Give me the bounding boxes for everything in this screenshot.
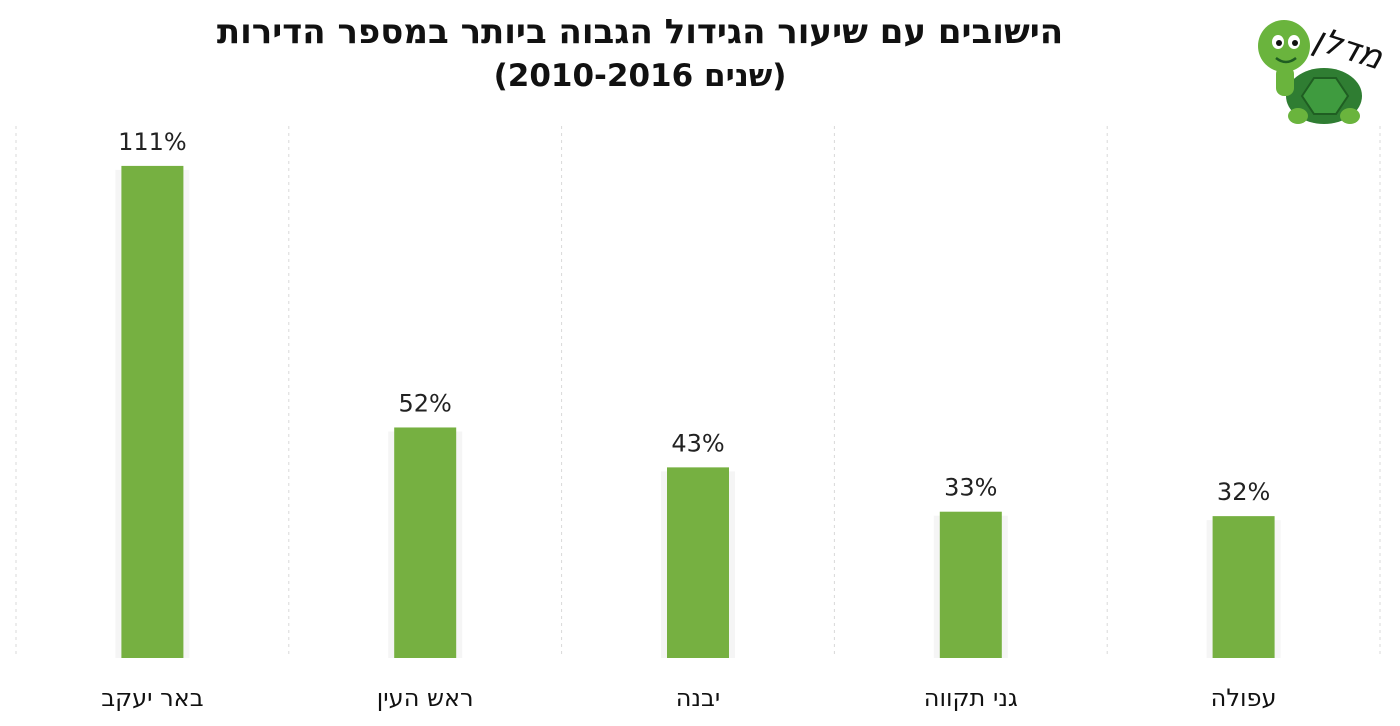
data-label: 33% [944, 474, 997, 502]
logo-turtle-pupil [1292, 40, 1298, 46]
bar-layer [115, 165, 1281, 658]
logo-turtle-leg [1288, 108, 1308, 124]
category-label: גני תקווה [924, 684, 1018, 712]
category-label: באר יעקב [101, 684, 203, 712]
data-label: 43% [671, 429, 724, 457]
logo-turtle-leg [1340, 108, 1360, 124]
logo-turtle-smile [1275, 56, 1297, 64]
bar [667, 467, 729, 658]
chart-title: הישובים עם שיעור הגידול הגבוה ביותר במספ… [216, 12, 1064, 52]
label-layer: 111% באר יעקב 52% ראש העין 43% יבנה 33% גני תקו… [101, 128, 1276, 712]
logo-turtle-neck [1276, 66, 1294, 96]
data-label: 32% [1217, 478, 1270, 506]
bar [1212, 516, 1275, 658]
category-label: ראש העין [377, 684, 474, 712]
logo-turtle-pupil [1276, 40, 1282, 46]
madlan-logo: מדלן [1258, 18, 1388, 124]
logo-turtle-head [1258, 20, 1310, 72]
bar [121, 165, 184, 658]
data-label: 52% [399, 389, 452, 417]
logo-turtle-shell-pattern [1300, 77, 1350, 115]
grid-layer [15, 126, 1381, 658]
category-label: יבנה [676, 684, 721, 712]
chart-subtitle: (שנים 2010-2016) [493, 58, 787, 94]
category-label: עפולה [1211, 684, 1277, 712]
bar [939, 511, 1002, 658]
bar [394, 427, 457, 658]
data-label: 111% [118, 128, 187, 156]
